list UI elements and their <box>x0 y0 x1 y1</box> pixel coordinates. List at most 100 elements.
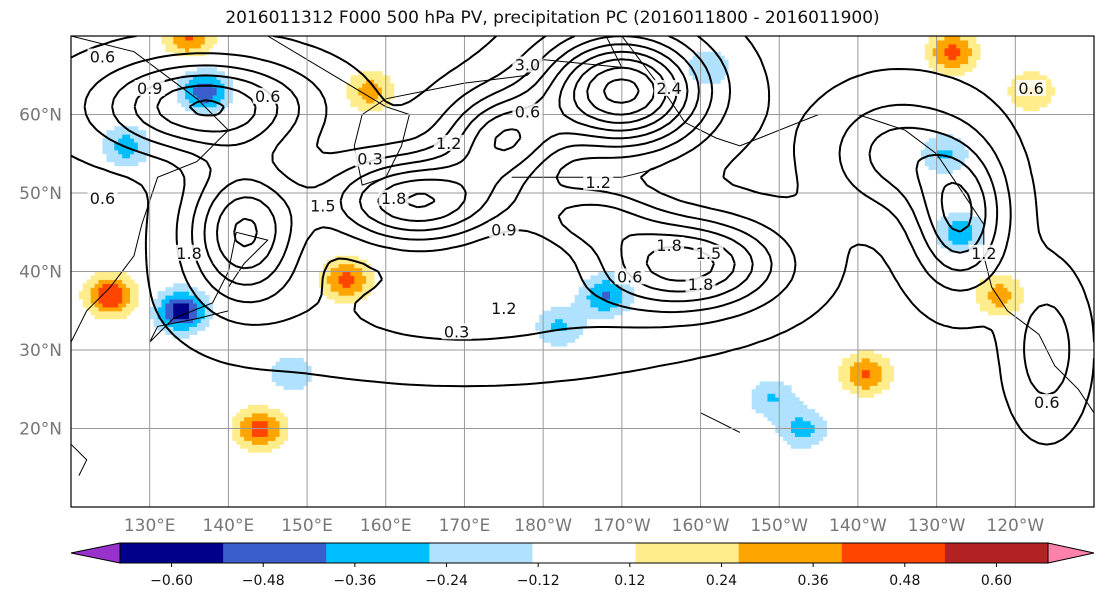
precip-cell <box>193 43 198 49</box>
lon-tick-label: 170°E <box>439 516 491 536</box>
precip-cell <box>598 271 603 276</box>
precip-cell <box>287 381 292 386</box>
precip-cell <box>987 306 993 312</box>
precip-cell <box>1003 295 1008 300</box>
precip-cell <box>196 36 202 41</box>
precip-cell <box>873 361 879 367</box>
precip-cell <box>881 381 886 386</box>
precip-cell <box>98 287 103 292</box>
precip-cell <box>983 299 989 304</box>
precip-cell <box>126 134 131 139</box>
precip-cell <box>252 432 257 437</box>
precip-cell <box>102 142 107 147</box>
precip-cell <box>236 432 241 437</box>
precip-cell <box>995 283 1001 288</box>
precip-cell <box>126 275 131 280</box>
precip-cell <box>590 299 595 304</box>
precip-cell <box>960 153 965 159</box>
precip-cell <box>1031 71 1036 76</box>
precip-cell <box>936 228 942 233</box>
colorbar-label: 0.48 <box>889 573 920 589</box>
precip-cell <box>114 161 119 167</box>
precip-cell <box>861 381 867 386</box>
precip-cell <box>248 436 253 441</box>
precip-cell <box>346 271 351 276</box>
precip-cell <box>181 83 186 88</box>
precip-cell <box>964 236 969 241</box>
precip-cell <box>562 306 568 312</box>
precip-cell <box>193 314 198 320</box>
precip-cell <box>350 295 355 300</box>
precip-cell <box>1003 302 1008 308</box>
precip-cell <box>779 381 784 386</box>
precip-cell <box>594 287 599 292</box>
precip-cell <box>334 275 340 280</box>
precip-cell <box>377 94 383 100</box>
precip-cell <box>1015 302 1020 308</box>
precip-cell <box>362 291 367 296</box>
precip-cell <box>755 385 761 390</box>
precip-cell <box>795 432 800 437</box>
precip-cell <box>787 389 792 394</box>
precip-cell <box>248 408 253 414</box>
precip-cell <box>173 287 178 292</box>
precip-cell <box>885 361 890 367</box>
precip-cell <box>775 420 780 426</box>
precip-cell <box>370 90 375 96</box>
precip-cell <box>629 299 635 304</box>
precip-cell <box>173 299 178 304</box>
precip-cell <box>1015 295 1020 300</box>
precip-cell <box>964 59 969 65</box>
precip-cell <box>374 90 379 96</box>
pv-contour-line <box>83 36 1071 396</box>
precip-cell <box>539 318 544 324</box>
precip-cell <box>865 389 871 394</box>
precip-cell <box>122 153 127 159</box>
precip-cell <box>873 381 879 386</box>
precip-cell <box>775 385 780 390</box>
precip-cell <box>110 299 115 304</box>
precip-cell <box>86 291 92 296</box>
precip-cell <box>952 216 957 222</box>
precip-cell <box>189 47 194 53</box>
precip-cell <box>795 412 800 418</box>
precip-cell <box>291 357 296 363</box>
colorbar-label: −0.60 <box>150 573 193 589</box>
precip-cell <box>130 138 135 143</box>
precip-cell <box>157 306 163 312</box>
precip-cell <box>940 161 945 167</box>
contour-label: 1.2 <box>491 299 516 318</box>
precip-cell <box>165 295 170 300</box>
precip-cell <box>374 106 379 112</box>
precip-cell <box>126 283 131 288</box>
precip-cell <box>779 432 784 437</box>
precip-cell <box>287 365 292 371</box>
precip-cell <box>303 377 308 382</box>
precip-cell <box>381 87 387 92</box>
precip-cell <box>755 397 761 402</box>
precip-cell <box>263 412 269 418</box>
precip-cell <box>90 279 96 284</box>
precip-cell <box>846 365 851 371</box>
precip-cell <box>771 381 776 386</box>
precip-cell <box>110 283 115 288</box>
precip-cell <box>865 381 871 386</box>
precip-cell <box>558 322 564 327</box>
precip-cell <box>964 220 969 225</box>
precip-cell <box>810 416 816 422</box>
precip-cell <box>181 79 186 84</box>
precip-cell <box>948 36 953 41</box>
precip-cell <box>539 334 544 339</box>
precip-cell <box>338 267 344 273</box>
precip-cell <box>850 361 855 367</box>
precip-cell <box>960 63 965 68</box>
precip-cell <box>307 365 312 371</box>
precip-cell <box>960 220 965 225</box>
precip-cell <box>861 365 867 371</box>
precip-cell <box>763 401 768 406</box>
precip-cell <box>122 287 127 292</box>
precip-cell <box>956 47 961 53</box>
precip-cell <box>122 161 127 167</box>
precip-cell <box>606 314 611 320</box>
precip-cell <box>208 79 214 84</box>
